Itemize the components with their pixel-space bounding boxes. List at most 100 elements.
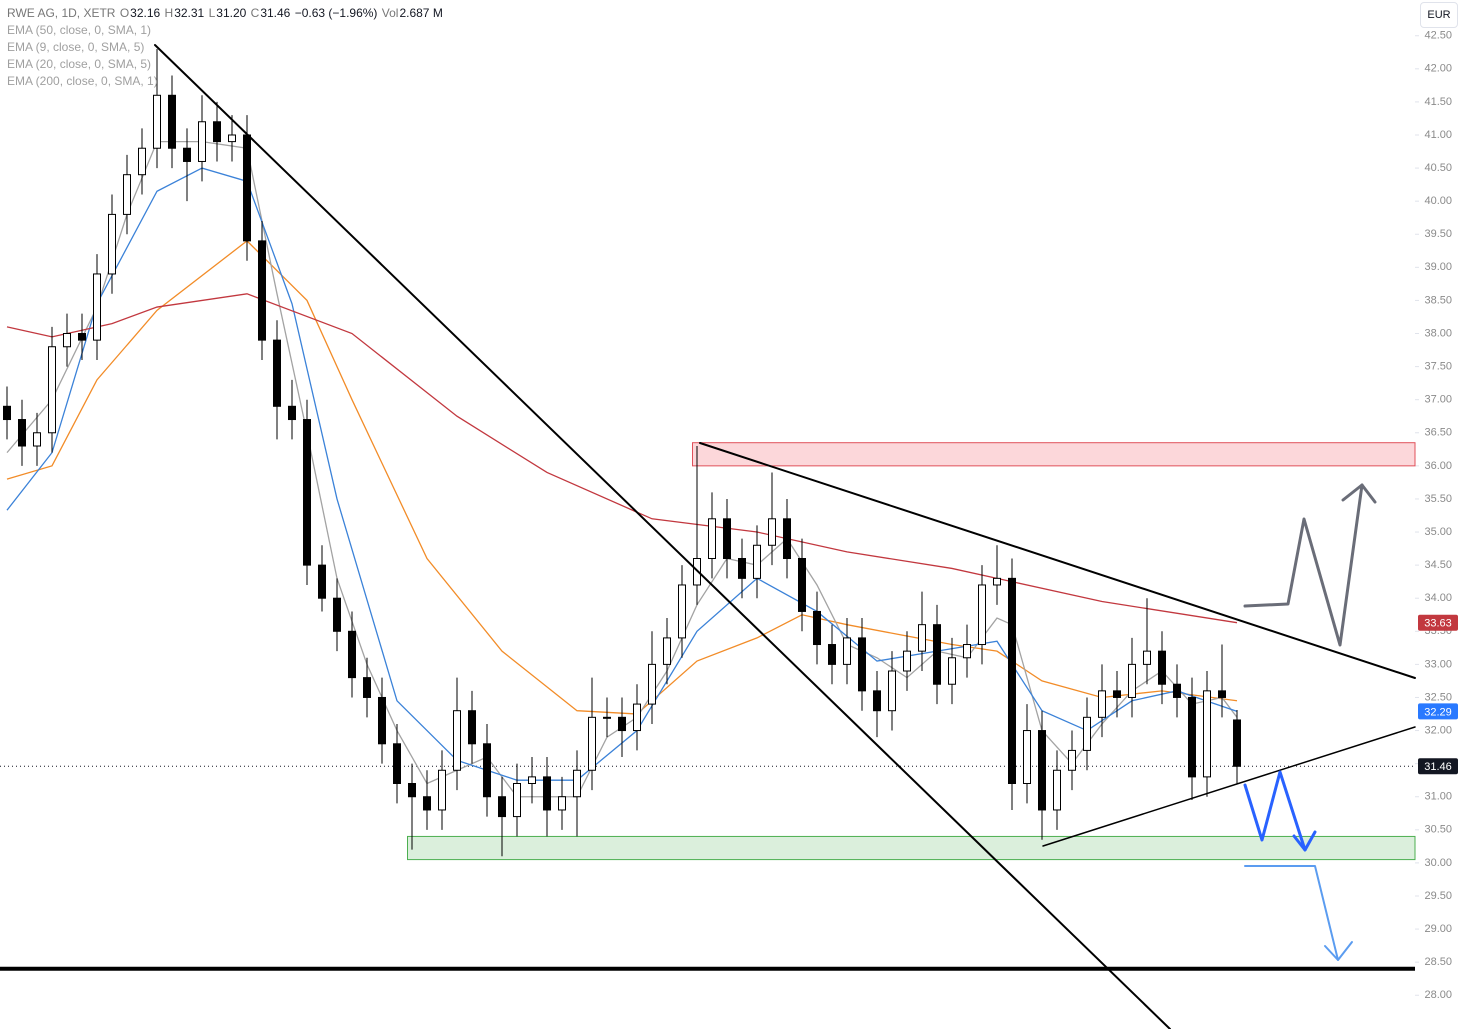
candle-body: [543, 776, 551, 811]
candle-body: [243, 134, 251, 242]
field-label: L: [208, 6, 216, 20]
candle-body: [153, 94, 161, 149]
candle-body: [423, 796, 431, 811]
y-tick-label: 30.50: [1424, 824, 1452, 836]
field-value: 31.20: [216, 6, 247, 20]
zone: [407, 835, 1416, 861]
candle-body: [273, 339, 281, 407]
candle-body: [303, 419, 311, 566]
y-tick-label: 31.00: [1424, 791, 1452, 803]
candle-body: [1113, 690, 1121, 698]
candle-body: [903, 650, 911, 672]
candle-body: [498, 796, 506, 818]
candle-body: [948, 657, 956, 685]
arrow-head: [1324, 941, 1353, 961]
y-tick-label: 32.50: [1424, 691, 1452, 703]
candle-body: [258, 240, 266, 341]
price-tag-label: 31.46: [1424, 761, 1452, 773]
price-tag: [1418, 758, 1458, 775]
y-tick-label: 34.50: [1424, 559, 1452, 571]
candle-body: [483, 743, 491, 798]
candle-body: [1083, 716, 1091, 751]
y-tick-label: 32.00: [1424, 724, 1452, 736]
y-tick-label: 36.00: [1424, 460, 1452, 472]
candle-body: [1128, 663, 1136, 698]
candle-body: [603, 716, 611, 719]
candle-body: [1173, 683, 1181, 698]
price-tag-label: 32.29: [1424, 706, 1452, 718]
candle-body: [873, 690, 881, 712]
candle-body: [183, 147, 191, 162]
y-tick-label: 33.00: [1424, 658, 1452, 670]
field-value: 31.46: [260, 6, 291, 20]
candle-body: [393, 743, 401, 784]
candle-body: [1023, 730, 1031, 784]
candle-body: [513, 782, 521, 818]
candle-body: [798, 558, 806, 612]
candle-body: [348, 630, 356, 679]
candle-body: [723, 518, 731, 560]
candle-body: [378, 696, 386, 745]
candle-body: [213, 121, 221, 143]
projection-arrow: [1243, 483, 1364, 647]
candle-body: [48, 346, 56, 434]
y-tick-label: 35.00: [1424, 526, 1452, 538]
y-tick-label: 41.50: [1424, 96, 1452, 108]
candle-body: [933, 624, 941, 685]
ema-line: [6, 167, 1238, 781]
legend-entry: EMA (9, close, 0, SMA, 5): [7, 39, 444, 56]
trend-line: [154, 44, 1171, 1029]
candle-body: [573, 769, 581, 798]
projection-arrow: [1244, 865, 1339, 961]
arrow-head: [1292, 830, 1317, 852]
candle-body: [78, 333, 86, 341]
candle-body: [708, 518, 716, 560]
candle-body: [813, 610, 821, 646]
y-tick-label: 36.50: [1424, 427, 1452, 439]
price-tag: [1418, 703, 1458, 720]
price-tag: [1418, 614, 1458, 631]
candle-body: [1143, 650, 1151, 665]
currency-button[interactable]: EUR: [1420, 2, 1458, 28]
field-label: H: [164, 6, 174, 20]
candle-body: [438, 769, 446, 811]
candle-body: [828, 644, 836, 665]
y-tick-label: 34.00: [1424, 592, 1452, 604]
projection-arrow: [1243, 770, 1307, 852]
candle-body: [3, 405, 11, 421]
candle-body: [978, 584, 986, 646]
candle-body: [843, 637, 851, 665]
candle-body: [123, 174, 131, 215]
arrow-head: [1341, 483, 1377, 504]
candle-body: [918, 624, 926, 652]
y-tick-label: 37.00: [1424, 394, 1452, 406]
legend-text: EMA (50, close, 0, SMA, 1): [7, 23, 152, 37]
field-value: 32.16: [130, 6, 161, 20]
y-tick-label: 42.50: [1424, 30, 1452, 42]
candle-body: [93, 273, 101, 341]
candle-body: [228, 134, 236, 143]
y-tick-label: 28.00: [1424, 989, 1452, 1001]
candle-body: [1068, 749, 1076, 771]
candle-body: [138, 147, 146, 176]
field-label: O: [119, 6, 130, 20]
field-label: C: [250, 6, 260, 20]
candle-body: [1008, 577, 1016, 784]
candle-body: [558, 796, 566, 811]
candle-body: [363, 677, 371, 698]
candle-body: [108, 213, 116, 275]
candle-body: [618, 716, 626, 732]
candle-body: [738, 558, 746, 579]
candle-body: [468, 710, 476, 745]
candle-body: [588, 716, 596, 771]
zone: [692, 442, 1416, 467]
y-tick-label: 28.50: [1424, 956, 1452, 968]
price-tag-label: 33.63: [1424, 618, 1452, 630]
vol-label: Vol: [381, 6, 399, 20]
legend-entry: EMA (20, close, 0, SMA, 5): [7, 56, 444, 73]
legend-text: EMA (9, close, 0, SMA, 5): [7, 40, 145, 54]
candle-body: [993, 577, 1001, 586]
candle-body: [318, 564, 326, 599]
